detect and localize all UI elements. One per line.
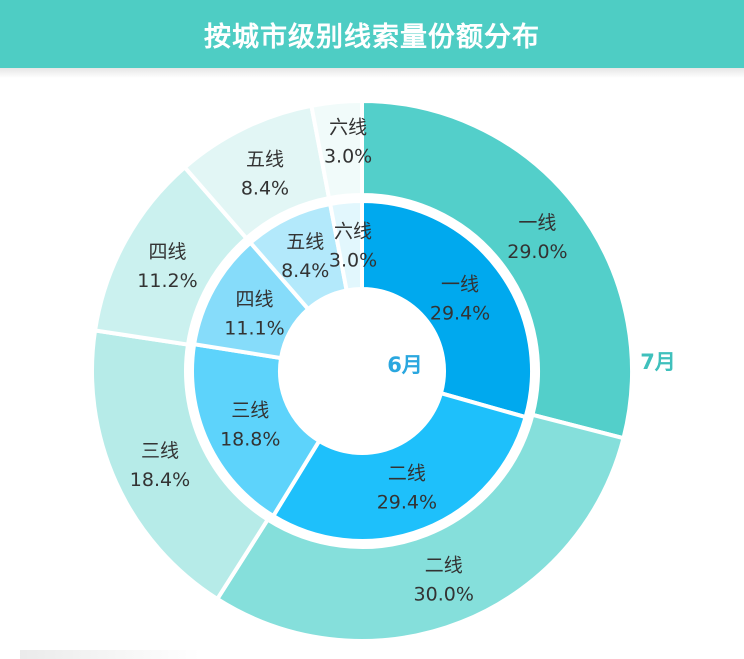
inner-slice-6	[327, 198, 364, 293]
outer-slice-label-4: 四线 11.2%	[137, 241, 197, 292]
inner-slice-2	[270, 390, 529, 543]
outer-slice-label-5: 五线 8.4%	[241, 148, 289, 199]
header-shadow	[0, 68, 744, 78]
outer-slice-label-6: 六线 3.0%	[324, 116, 372, 167]
inner-slice-label-3: 三线 18.8%	[220, 399, 280, 450]
outer-slice-2	[214, 412, 626, 643]
chart-title: 按城市级别线索量份额分布	[204, 21, 540, 53]
outer-slice-1	[360, 98, 634, 441]
outer-slice-label-1: 一线 29.0%	[507, 212, 567, 263]
inner-slice-3	[190, 341, 322, 519]
inner-ring	[190, 198, 534, 543]
inner-slice-label-1: 一线 29.4%	[430, 274, 490, 325]
outer-slice-6	[309, 98, 364, 201]
footer-fade	[20, 650, 200, 659]
outer-slice-label-3: 三线 18.4%	[130, 440, 190, 491]
outer-ring	[90, 98, 634, 643]
header-bar: 按城市级别线索量份额分布	[0, 0, 744, 68]
inner-slice-1	[360, 198, 534, 420]
slice-labels: 一线 29.0%二线 30.0%三线 18.4%四线 11.2%五线 8.4%六线 3.0%…	[130, 116, 568, 605]
inner-slice-label-6: 六线 3.0%	[329, 220, 377, 271]
inner-slice-label-5: 五线 8.4%	[281, 231, 329, 282]
outer-ring-label: 7月	[640, 350, 676, 374]
inner-slice-label-2: 二线 29.4%	[377, 463, 437, 514]
outer-slice-label-2: 二线 30.0%	[414, 554, 474, 605]
inner-slice-label-4: 四线 11.1%	[224, 288, 284, 339]
inner-ring-label: 6月	[387, 353, 423, 377]
